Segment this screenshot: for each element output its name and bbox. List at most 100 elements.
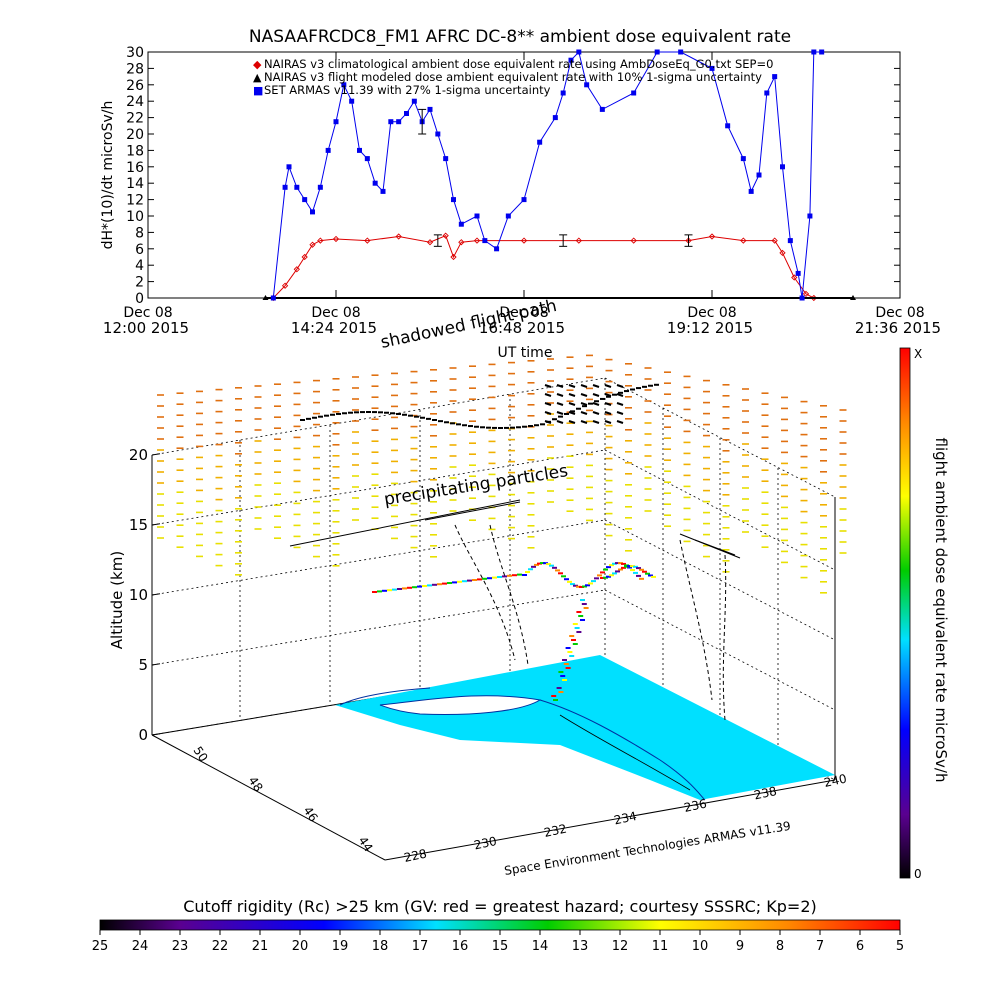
armas-point bbox=[270, 295, 276, 301]
nairas-clim-point bbox=[473, 237, 481, 244]
rigidity-tick-label: 20 bbox=[292, 939, 309, 954]
shadow-path-marker bbox=[592, 420, 600, 424]
top-x-tick-time: 12:00 2015 bbox=[103, 319, 189, 337]
armas-point bbox=[568, 57, 574, 63]
shadow-path-black bbox=[300, 383, 659, 429]
precipitating-particles-label: precipitating particles bbox=[383, 461, 570, 510]
top-y-tick-label: 8 bbox=[135, 225, 144, 241]
top-chart-title: NASAAFRCDC8_FM1 AFRC DC-8** ambient dose… bbox=[249, 27, 791, 47]
nairas-clim-point bbox=[708, 233, 716, 240]
nairas-clim-point bbox=[317, 237, 324, 244]
armas-point bbox=[799, 295, 805, 301]
rigidity-tick-label: 17 bbox=[412, 939, 429, 954]
rigidity-tick-label: 11 bbox=[652, 939, 669, 954]
flight-path-3d-plot: shadowed flight path bbox=[108, 296, 848, 878]
shadow-path-marker bbox=[544, 402, 552, 406]
shadow-path-marker bbox=[592, 402, 600, 406]
nairas-clim-point bbox=[426, 239, 434, 246]
armas-point bbox=[494, 246, 500, 252]
armas-point bbox=[443, 156, 449, 162]
top-y-tick-label: 6 bbox=[135, 242, 144, 258]
nairas-clim-point bbox=[309, 241, 316, 248]
top-y-tick-label: 16 bbox=[126, 160, 144, 176]
z-tick bbox=[151, 523, 161, 526]
z-tick-label: 0 bbox=[138, 726, 148, 744]
armas-point bbox=[740, 156, 746, 162]
lon-tick-label: 234 bbox=[613, 809, 638, 827]
rigidity-tick-label: 15 bbox=[492, 939, 509, 954]
armas-point bbox=[325, 147, 331, 153]
top-series-layer bbox=[262, 49, 856, 302]
top-x-tick-date: Dec 08 bbox=[499, 305, 548, 321]
shadow-path-marker bbox=[556, 393, 564, 397]
top-y-tick-label: 10 bbox=[126, 209, 144, 225]
shadow-path-marker bbox=[580, 402, 588, 406]
shadow-path-marker bbox=[544, 420, 552, 424]
shadow-path-marker bbox=[568, 393, 576, 397]
base-frame bbox=[151, 455, 836, 861]
top-y-tick-label: 30 bbox=[126, 45, 144, 61]
legend-symbol: ■ bbox=[253, 84, 263, 97]
nairas-clim-point bbox=[791, 274, 798, 281]
altitude-axis: 0 5 10 15 20 bbox=[129, 446, 161, 744]
nairas-clim-point bbox=[332, 235, 340, 243]
top-y-tick-label: 28 bbox=[126, 61, 144, 77]
ocean-area bbox=[335, 655, 835, 800]
particle-arrows bbox=[289, 499, 741, 721]
armas-point bbox=[364, 156, 370, 162]
rigidity-tick-label: 5 bbox=[896, 939, 904, 954]
z-tick bbox=[151, 663, 161, 666]
armas-point bbox=[772, 74, 778, 80]
series-line-2 bbox=[272, 50, 822, 299]
dose-colorbar: X 0 flight ambient dose equivalent rate … bbox=[899, 347, 950, 881]
z-tick-label: 10 bbox=[129, 586, 148, 604]
flight-path-markers bbox=[372, 562, 656, 701]
land-edge bbox=[339, 687, 706, 801]
top-x-tick-date: Dec 08 bbox=[311, 305, 360, 321]
armas-point bbox=[560, 90, 566, 96]
lat-tick-label: 50 bbox=[191, 744, 211, 764]
nairas-clim-point bbox=[301, 253, 308, 261]
rigidity-tick-label: 14 bbox=[532, 939, 549, 954]
shadow-path-marker bbox=[568, 420, 576, 424]
coast-lowland bbox=[559, 714, 691, 791]
armas-point bbox=[357, 147, 362, 153]
rigidity-tick-label: 9 bbox=[736, 939, 744, 954]
armas-point bbox=[411, 98, 417, 104]
top-y-tick-label: 12 bbox=[126, 193, 144, 209]
shadow-path-marker bbox=[580, 393, 588, 397]
rigidity-colorbar: Cutoff rigidity (Rc) >25 km (GV: red = g… bbox=[92, 897, 904, 954]
z-tick-label: 15 bbox=[129, 516, 148, 534]
lat-tick-label: 48 bbox=[246, 774, 266, 794]
rigidity-tick-label: 7 bbox=[816, 939, 824, 954]
armas-point bbox=[552, 115, 558, 121]
rigidity-tick-label: 6 bbox=[856, 939, 864, 954]
nairas-flight-point bbox=[850, 295, 856, 300]
lon-tick-label: 238 bbox=[753, 784, 778, 802]
nairas-clim-point bbox=[293, 266, 300, 273]
armas-point bbox=[333, 119, 339, 125]
rigidity-title: Cutoff rigidity (Rc) >25 km (GV: red = g… bbox=[183, 897, 817, 916]
armas-point bbox=[709, 65, 715, 71]
lon-tick-label: 228 bbox=[403, 846, 428, 864]
armas-point bbox=[807, 213, 813, 219]
legend-entry: SET ARMAS v11.39 with 27% 1-sigma uncert… bbox=[264, 83, 551, 97]
shadow-path-marker bbox=[568, 411, 576, 415]
armas-point bbox=[294, 184, 300, 190]
armas-point bbox=[756, 172, 762, 178]
shadow-path-marker bbox=[616, 411, 624, 415]
latitude-axis: 44 46 48 50 bbox=[191, 744, 376, 854]
nairas-clim-point bbox=[771, 237, 778, 244]
top-y-axis-label: dH*(10)/dt microSv/h bbox=[100, 101, 116, 250]
top-x-tick-time: 14:24 2015 bbox=[291, 319, 377, 337]
nairas-clim-point bbox=[458, 239, 465, 246]
armas-point bbox=[317, 184, 323, 190]
shadow-path-marker bbox=[592, 411, 600, 415]
rigidity-tick-label: 18 bbox=[372, 939, 389, 954]
armas-point bbox=[396, 119, 402, 125]
rigidity-tick-label: 21 bbox=[252, 939, 269, 954]
armas-point bbox=[795, 270, 801, 276]
shadow-path-marker bbox=[604, 402, 612, 406]
z-tick bbox=[151, 733, 161, 736]
shadow-path-marker bbox=[580, 384, 588, 388]
